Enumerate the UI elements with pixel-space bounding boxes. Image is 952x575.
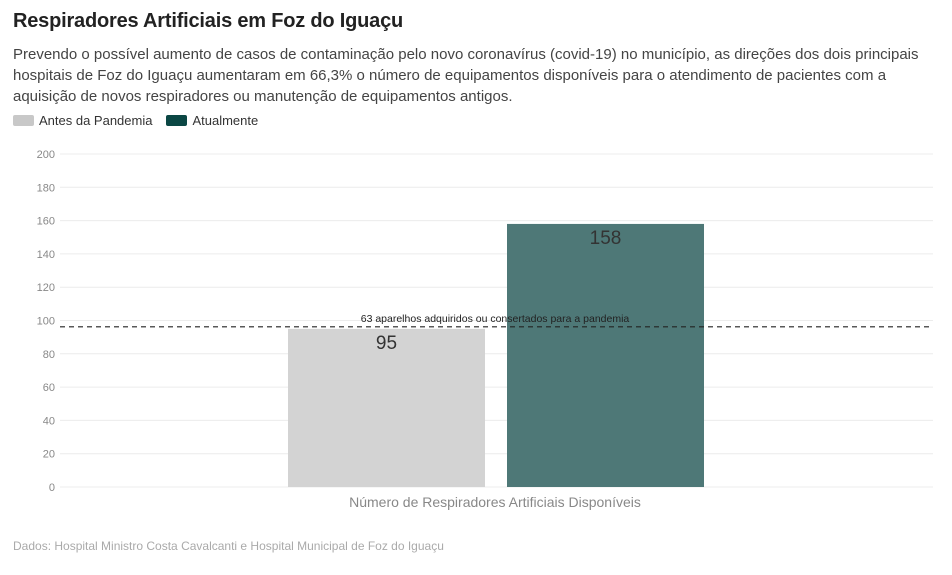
reference-line-label: 63 aparelhos adquiridos ou consertados p…	[361, 313, 630, 325]
data-label: 158	[590, 228, 622, 249]
legend-label-atualmente: Atualmente	[192, 113, 259, 128]
legend-item-atualmente: Atualmente	[166, 113, 258, 128]
y-tick-label: 160	[37, 216, 55, 228]
x-axis-label: Número de Respiradores Artificiais Dispo…	[349, 494, 641, 510]
y-tick-label: 180	[37, 182, 55, 194]
chart-subtitle: Prevendo o possível aumento de casos de …	[13, 46, 919, 105]
bar-chart: 0 20 40 60 80 100 120 140 160 180 200 95 158 63 apare…	[37, 149, 933, 510]
y-tick-label: 40	[43, 415, 55, 427]
bar-atualmente	[507, 223, 704, 487]
legend-item-antes: Antes da Pandemia	[13, 113, 152, 128]
legend-label-antes: Antes da Pandemia	[39, 113, 153, 128]
data-label: 95	[376, 333, 397, 354]
source-note: Dados: Hospital Ministro Costa Cavalcant…	[13, 539, 444, 553]
legend: Antes da Pandemia Atualmente	[13, 113, 272, 128]
y-tick-label: 0	[49, 482, 55, 494]
legend-swatch-atualmente	[166, 115, 188, 126]
y-tick-label: 140	[37, 249, 55, 261]
y-tick-label: 120	[37, 282, 55, 294]
y-tick-label: 100	[37, 316, 55, 328]
bar-antes	[288, 328, 485, 487]
y-tick-label: 200	[37, 149, 55, 161]
y-tick-label: 20	[43, 449, 55, 461]
y-tick-label: 80	[43, 349, 55, 361]
chart-title: Respiradores Artificiais em Foz do Iguaç…	[13, 10, 404, 32]
legend-swatch-antes	[13, 115, 34, 126]
y-tick-label: 60	[43, 382, 55, 394]
